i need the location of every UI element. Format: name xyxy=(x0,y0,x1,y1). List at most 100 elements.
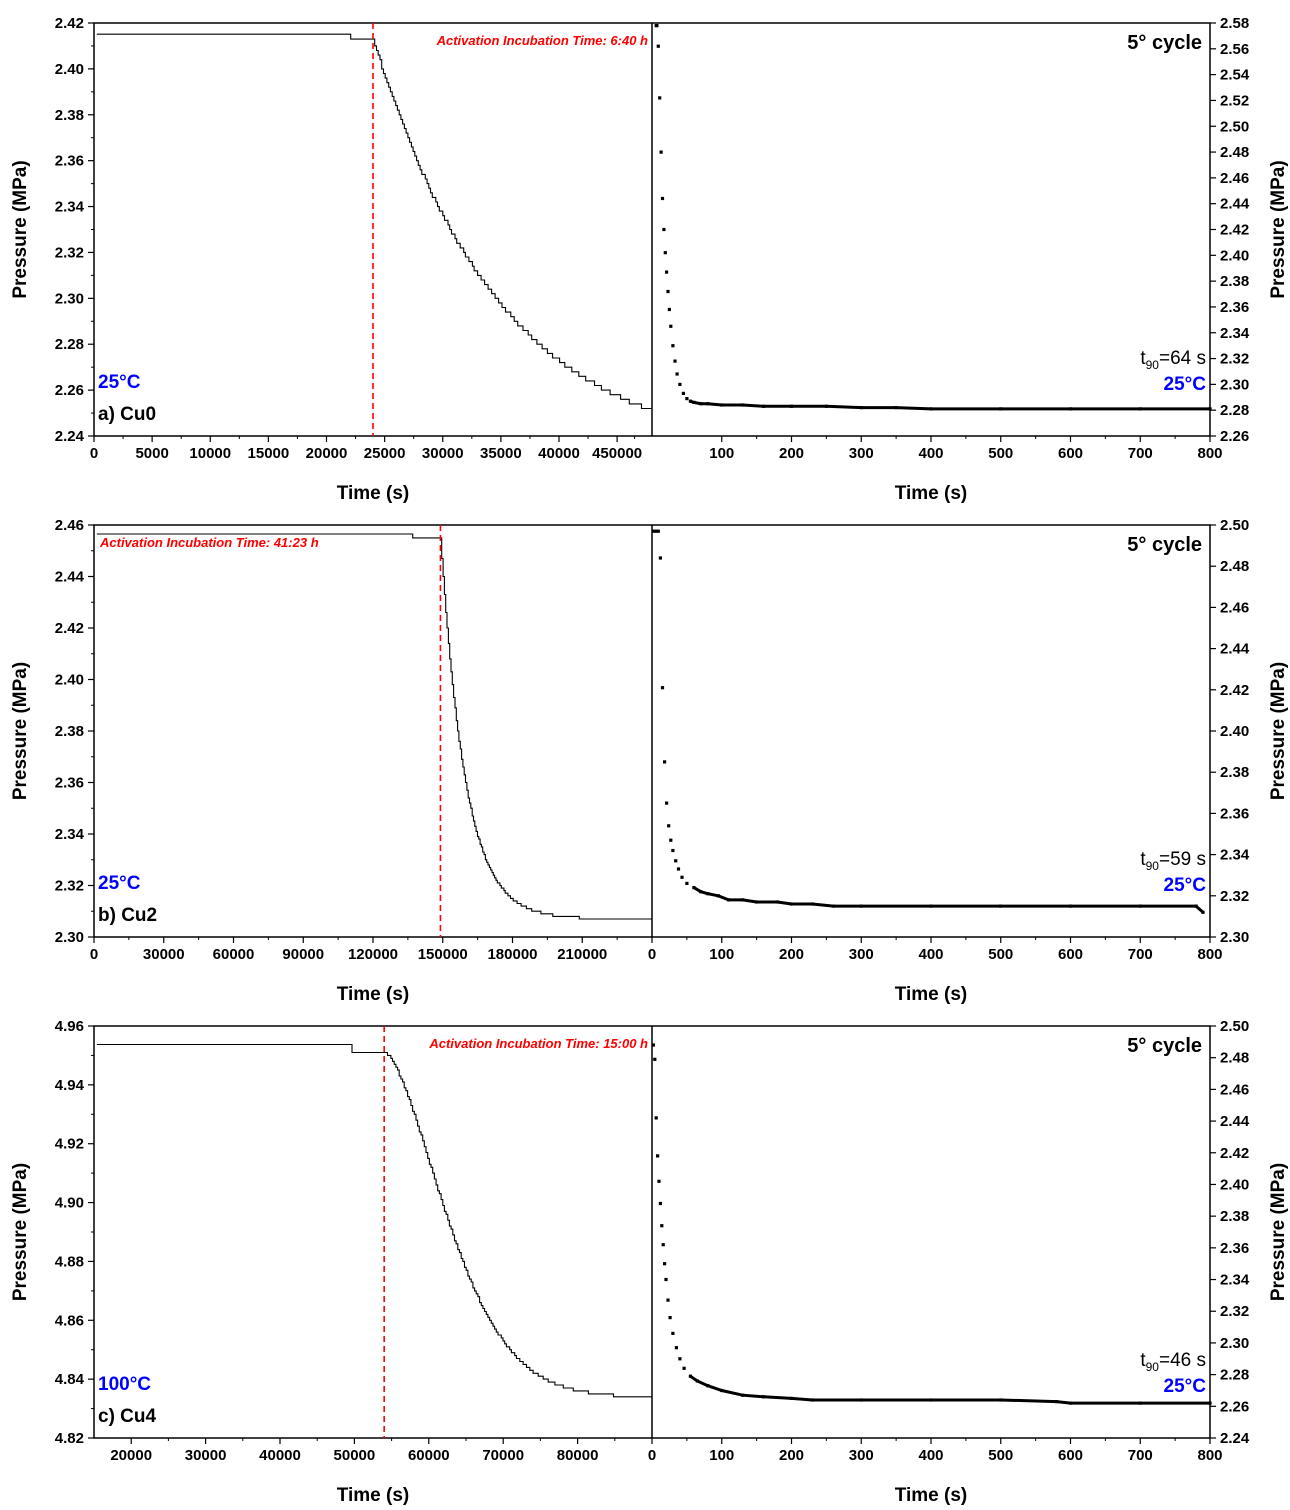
right-ytick-label: 2.40 xyxy=(1220,723,1249,740)
right-ytick-label: 2.36 xyxy=(1220,299,1249,316)
right-xtick-label: 700 xyxy=(1128,445,1153,462)
left-xtick-label: 210000 xyxy=(557,946,607,963)
right-data-point xyxy=(660,196,665,201)
right-y-axis-label: Pressure (MPa) xyxy=(1268,662,1289,800)
right-temperature-label: 25°C xyxy=(1164,875,1207,896)
right-data-point xyxy=(660,1224,664,1228)
activation-label: Activation Incubation Time: 15:00 h xyxy=(428,1036,648,1051)
right-temperature-label: 25°C xyxy=(1164,1376,1207,1397)
left-xtick-label: 20000 xyxy=(306,445,348,462)
right-xtick-label: 700 xyxy=(1128,1447,1153,1464)
right-y-axis-label: Pressure (MPa) xyxy=(1268,160,1289,298)
left-ytick-label: 2.44 xyxy=(55,569,85,586)
right-ytick-label: 2.44 xyxy=(1220,641,1250,658)
right-data-point xyxy=(656,1154,660,1158)
left-ytick-label: 2.26 xyxy=(55,382,84,399)
right-xtick-label: 600 xyxy=(1058,946,1083,963)
right-ytick-label: 2.44 xyxy=(1220,1113,1250,1130)
t90-label: t90=46 s xyxy=(1140,1350,1206,1374)
right-ytick-label: 2.30 xyxy=(1220,376,1249,393)
panel-label: a) Cu0 xyxy=(98,404,156,425)
right-xtick-label: 100 xyxy=(709,946,734,963)
right-data-point xyxy=(671,848,675,853)
left-ytick-label: 2.46 xyxy=(55,517,84,534)
left-ytick-label: 4.94 xyxy=(55,1077,85,1094)
t90-value: =64 s xyxy=(1159,348,1206,369)
right-data-point xyxy=(658,96,662,100)
left-y-axis-label: Pressure (MPa) xyxy=(10,662,31,800)
right-xtick-label: 800 xyxy=(1197,946,1222,963)
right-data-point xyxy=(653,1057,657,1061)
right-xtick-label: 200 xyxy=(779,1447,804,1464)
right-ytick-label: 2.48 xyxy=(1220,144,1249,161)
right-data-point xyxy=(666,1298,670,1302)
right-x-axis-label: Time (s) xyxy=(895,1485,968,1506)
right-xtick-label: 400 xyxy=(918,1447,943,1464)
right-data-point xyxy=(1201,910,1205,914)
right-xtick-label: 400 xyxy=(918,946,943,963)
activation-label: Activation Incubation Time: 6:40 h xyxy=(436,33,648,48)
right-xtick-label: 800 xyxy=(1197,1447,1222,1464)
right-xtick-label: 700 xyxy=(1128,946,1153,963)
right-data-point xyxy=(658,556,662,560)
panel-c: 20000 30000 40000 50000 60000 70000 80000 4.82 4… xyxy=(10,1018,1289,1506)
right-ytick-label: 2.40 xyxy=(1220,247,1249,264)
left-ytick-label: 2.34 xyxy=(55,199,85,216)
right-data-point xyxy=(674,859,678,863)
left-xtick-label: 5000 xyxy=(135,445,168,462)
right-data-point xyxy=(675,372,679,376)
left-ytick-label: 2.40 xyxy=(55,61,84,78)
left-xtick-label: 30000 xyxy=(143,946,185,963)
left-data-series xyxy=(96,1043,652,1398)
left-xtick-label: 70000 xyxy=(482,1447,524,1464)
left-ytick-label: 4.84 xyxy=(55,1371,85,1388)
right-data-point xyxy=(657,1179,661,1183)
right-data-point xyxy=(656,44,660,48)
right-x-axis-label: Time (s) xyxy=(895,984,968,1005)
right-xtick-label: 100 xyxy=(709,445,734,462)
left-ytick-label: 4.92 xyxy=(55,1136,84,1153)
t90-subscript: 90 xyxy=(1146,358,1160,372)
right-ytick-label: 2.32 xyxy=(1220,351,1249,368)
right-temperature-label: 25°C xyxy=(1164,374,1207,395)
t90-subscript: 90 xyxy=(1146,1360,1160,1374)
right-ytick-label: 2.32 xyxy=(1220,1303,1249,1320)
right-data-point xyxy=(663,1262,667,1266)
left-data-series xyxy=(96,33,652,410)
left-xtick-label: 80000 xyxy=(557,1447,599,1464)
right-ytick-label: 2.48 xyxy=(1220,1050,1249,1067)
right-data-plateau xyxy=(689,1374,1210,1405)
cycle-label: 5° cycle xyxy=(1127,534,1202,556)
right-ytick-label: 2.46 xyxy=(1220,170,1249,187)
left-ytick-label: 4.90 xyxy=(55,1195,84,1212)
right-ytick-label: 2.46 xyxy=(1220,599,1249,616)
right-xtick-label: 300 xyxy=(849,445,874,462)
right-ytick-label: 2.50 xyxy=(1220,1018,1249,1035)
right-xtick-label: 300 xyxy=(849,1447,874,1464)
right-xtick-label: 600 xyxy=(1058,445,1083,462)
left-temperature-label: 25°C xyxy=(98,372,141,393)
left-ytick-label: 4.82 xyxy=(55,1430,84,1447)
right-data-point xyxy=(666,289,670,294)
right-data-point xyxy=(682,1366,686,1370)
activation-label: Activation Incubation Time: 41:23 h xyxy=(99,535,319,550)
left-xtick-label: 30000 xyxy=(422,445,464,462)
right-data-point xyxy=(674,1346,678,1350)
t90-label: t90=59 s xyxy=(1140,849,1206,873)
left-ytick-label: 4.86 xyxy=(55,1312,84,1329)
left-ytick-label: 2.40 xyxy=(55,672,84,689)
left-y-axis-label: Pressure (MPa) xyxy=(10,1163,31,1301)
right-data-point xyxy=(673,359,677,363)
left-ytick-label: 2.30 xyxy=(55,929,84,946)
right-xtick-label: 500 xyxy=(988,1447,1013,1464)
right-data-point xyxy=(659,150,663,154)
t90-value: =46 s xyxy=(1159,1350,1206,1371)
right-data-point xyxy=(671,344,675,348)
right-data-point xyxy=(660,686,665,690)
right-data-point xyxy=(668,1316,672,1320)
left-ytick-label: 2.36 xyxy=(55,775,84,792)
left-ytick-label: 2.32 xyxy=(55,244,84,261)
right-ytick-label: 2.42 xyxy=(1220,1145,1249,1162)
right-ytick-label: 2.58 xyxy=(1220,15,1249,32)
